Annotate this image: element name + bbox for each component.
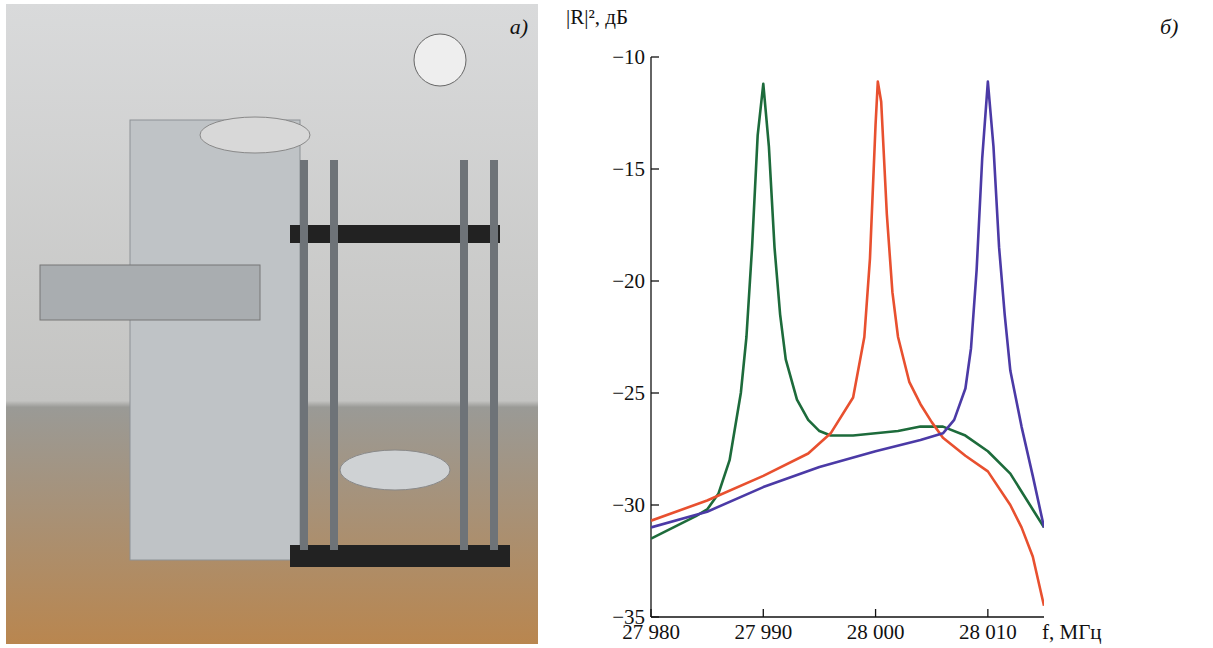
x-axis-title: f, МГц [1042, 620, 1102, 644]
y-tick-label: −25 [612, 381, 645, 405]
photo-waveguide [40, 265, 260, 320]
x-tick-label: 27 980 [622, 620, 680, 644]
photo-plate [290, 225, 500, 243]
y-tick-label: −15 [612, 157, 645, 181]
x-tick-label: 28 000 [847, 620, 905, 644]
photo-rod [300, 160, 308, 550]
figure: а)−35−30−25−20−15−1027 98027 99028 00028… [0, 0, 1213, 648]
x-tick-label: 27 990 [734, 620, 792, 644]
panel-label: а) [510, 14, 528, 39]
y-tick [651, 280, 659, 281]
photo-rod [330, 160, 338, 550]
y-tick [651, 392, 659, 393]
x-tick [650, 609, 651, 617]
series-line [651, 82, 1044, 528]
y-tick [651, 56, 659, 57]
x-tick [763, 609, 764, 617]
y-tick [651, 616, 659, 617]
y-tick [651, 168, 659, 169]
x-axis [651, 616, 1044, 617]
y-tick-label: −20 [612, 269, 645, 293]
curves [651, 82, 1044, 606]
x-tick-label: 28 010 [959, 620, 1017, 644]
photo-gauge [414, 34, 466, 86]
y-tick-label: −30 [612, 493, 645, 517]
photo-rod [460, 160, 468, 550]
photo-base [290, 545, 510, 567]
x-tick [875, 609, 876, 617]
series-line [651, 82, 1044, 606]
photo-background [6, 4, 538, 644]
x-tick [987, 609, 988, 617]
photo-disc [340, 450, 450, 490]
y-axis-title: |R|², дБ [566, 5, 628, 29]
photo: а) [6, 4, 538, 644]
photo-rod [490, 160, 498, 550]
photo-shield [130, 120, 300, 560]
chart: −35−30−25−20−15−1027 98027 99028 00028 0… [566, 5, 1178, 644]
photo-flange [200, 117, 310, 153]
panel-label: б) [1160, 14, 1178, 39]
y-tick-label: −10 [612, 45, 645, 69]
y-axis [650, 57, 651, 617]
y-tick [651, 504, 659, 505]
